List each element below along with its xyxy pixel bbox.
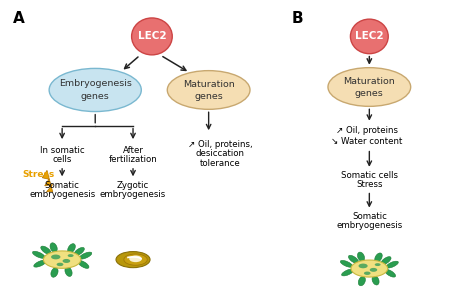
Text: embryogenesis: embryogenesis [336,222,402,231]
Ellipse shape [74,248,84,256]
Polygon shape [42,170,53,192]
Ellipse shape [50,243,57,252]
Text: genes: genes [81,92,109,101]
Ellipse shape [350,19,388,54]
Text: Embryogenesis: Embryogenesis [59,79,132,88]
Text: ↘ Water content: ↘ Water content [331,137,402,146]
Ellipse shape [63,259,70,263]
Ellipse shape [167,71,250,109]
Text: LEC2: LEC2 [137,31,166,41]
Ellipse shape [328,68,410,106]
Ellipse shape [385,269,396,277]
Text: LEC2: LEC2 [355,31,383,41]
Ellipse shape [65,267,72,277]
Ellipse shape [132,18,172,55]
Text: embryogenesis: embryogenesis [29,190,95,199]
Ellipse shape [358,277,365,286]
Text: B: B [292,11,303,26]
Ellipse shape [129,255,142,262]
Ellipse shape [364,271,371,275]
Ellipse shape [375,253,382,262]
Text: After: After [123,147,144,155]
Text: Somatic: Somatic [45,181,80,190]
Text: ↗ Oil, proteins: ↗ Oil, proteins [336,126,398,135]
Ellipse shape [124,254,147,265]
Ellipse shape [79,252,92,259]
Text: ↗ Oil, proteins,: ↗ Oil, proteins, [188,140,253,149]
Text: Somatic: Somatic [352,212,387,221]
Text: cells: cells [53,155,72,164]
Ellipse shape [51,268,58,277]
Text: embryogenesis: embryogenesis [100,190,166,199]
Text: Somatic cells: Somatic cells [341,171,398,180]
Ellipse shape [372,276,379,285]
Text: Zygotic: Zygotic [117,181,149,190]
Ellipse shape [340,260,353,267]
Ellipse shape [342,269,354,276]
Ellipse shape [44,251,81,268]
Ellipse shape [357,252,365,261]
Text: desiccation: desiccation [196,150,245,158]
Ellipse shape [68,244,75,253]
Text: A: A [12,11,24,26]
Ellipse shape [116,251,150,268]
Ellipse shape [386,261,398,268]
Text: Stress: Stress [22,170,54,179]
Text: Maturation: Maturation [344,77,395,86]
Ellipse shape [56,263,64,266]
Ellipse shape [370,268,377,272]
Ellipse shape [375,263,381,266]
Ellipse shape [51,254,60,259]
Text: In somatic: In somatic [40,147,84,155]
Ellipse shape [358,263,368,268]
Text: Maturation: Maturation [183,80,235,89]
Text: genes: genes [355,89,384,98]
Ellipse shape [68,254,73,257]
Ellipse shape [49,68,141,112]
Text: genes: genes [194,92,223,101]
Text: fertilization: fertilization [109,155,157,164]
Ellipse shape [348,255,359,263]
Ellipse shape [351,260,388,277]
Text: tolerance: tolerance [200,159,241,168]
Ellipse shape [34,260,46,267]
Ellipse shape [381,257,391,265]
Ellipse shape [41,246,51,254]
Ellipse shape [78,260,89,269]
Text: Stress: Stress [356,180,383,189]
Ellipse shape [33,251,45,258]
